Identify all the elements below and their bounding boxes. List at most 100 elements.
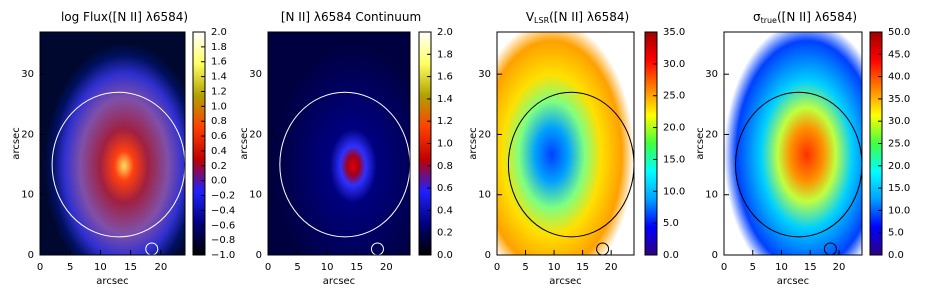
x-tick-label: 15 bbox=[124, 262, 137, 273]
colorbar-tick-label: 35.0 bbox=[663, 27, 685, 38]
colorbar-tick-label: 10.0 bbox=[663, 186, 685, 197]
y-tick-label: 30 bbox=[705, 69, 718, 80]
colorbar-tick-label: 15.0 bbox=[888, 183, 910, 194]
title-text: ([N II] λ6584) bbox=[549, 10, 629, 24]
colorbar-tick-label: 0.6 bbox=[211, 131, 227, 142]
colorbar-tick-label: 1.2 bbox=[437, 116, 453, 127]
x-tick-label: 5 bbox=[67, 262, 73, 273]
colorbar-tick-label: 25.0 bbox=[663, 91, 685, 102]
x-axis-label: arcsec bbox=[96, 276, 128, 287]
x-tick-label: 0 bbox=[494, 262, 500, 273]
x-tick-label: 15 bbox=[804, 262, 817, 273]
y-tick-label: 0 bbox=[256, 250, 262, 261]
colorbar-tick-label: 0.0 bbox=[663, 250, 679, 261]
x-axis-label: arcsec bbox=[323, 276, 355, 287]
colorbar bbox=[644, 31, 658, 256]
y-tick-label: 20 bbox=[478, 129, 491, 140]
colorbar-tick-label: 0.0 bbox=[211, 176, 227, 187]
colorbar-tick-label: 1.4 bbox=[437, 94, 453, 105]
y-axis-label: arcsec bbox=[468, 127, 479, 159]
y-tick-label: 20 bbox=[21, 129, 34, 140]
y-tick-label: 20 bbox=[249, 129, 262, 140]
colorbar-tick-label: 20.0 bbox=[663, 123, 685, 134]
colorbar-tick-label: 1.0 bbox=[437, 139, 453, 150]
colorbar-tick-label: 25.0 bbox=[888, 139, 910, 150]
x-tick-label: 10 bbox=[94, 262, 107, 273]
plot-frame bbox=[267, 31, 411, 256]
colorbar-tick-label: 40.0 bbox=[888, 72, 910, 83]
colorbar-tick-label: 0.2 bbox=[211, 161, 227, 172]
x-tick-label: 20 bbox=[380, 262, 393, 273]
x-tick-label: 0 bbox=[37, 262, 43, 273]
x-tick-label: 5 bbox=[750, 262, 756, 273]
colorbar-tick-label: 35.0 bbox=[888, 94, 910, 105]
y-tick-label: 20 bbox=[705, 129, 718, 140]
y-tick-label: 0 bbox=[712, 250, 718, 261]
colorbar-tick-label: 0.8 bbox=[211, 116, 227, 127]
colorbar-tick-label: 10.0 bbox=[888, 205, 910, 216]
y-tick-label: 0 bbox=[485, 250, 491, 261]
colorbar-tick-label: 1.0 bbox=[211, 101, 227, 112]
x-tick-label: 5 bbox=[522, 262, 528, 273]
y-axis-label: arcsec bbox=[695, 127, 706, 159]
y-tick-label: 30 bbox=[249, 69, 262, 80]
colorbar-tick-label: 30.0 bbox=[888, 116, 910, 127]
colorbar-tick-label: 1.4 bbox=[211, 72, 227, 83]
title-text: ([N II] λ6584) bbox=[777, 10, 857, 24]
map-image bbox=[268, 32, 410, 255]
title-subscript: true bbox=[761, 16, 777, 25]
colorbar-tick-label: 50.0 bbox=[888, 27, 910, 38]
colorbar-tick-label: 0.2 bbox=[437, 228, 453, 239]
y-tick-label: 10 bbox=[21, 190, 34, 201]
colorbar-tick-label: −1.0 bbox=[211, 250, 235, 261]
x-tick-label: 20 bbox=[833, 262, 846, 273]
colorbar-tick-label: 1.8 bbox=[211, 42, 227, 53]
plot-frame bbox=[723, 31, 863, 256]
x-tick-label: 5 bbox=[294, 262, 300, 273]
colorbar-tick-label: −0.4 bbox=[211, 205, 235, 216]
title-text: σ bbox=[753, 10, 761, 24]
map-image bbox=[40, 32, 185, 255]
y-tick-label: 10 bbox=[478, 190, 491, 201]
colorbar-tick-label: 2.0 bbox=[437, 27, 453, 38]
colorbar-tick-label: 0.0 bbox=[888, 250, 904, 261]
colorbar-tick-label: 20.0 bbox=[888, 161, 910, 172]
colorbar-tick-label: 0.0 bbox=[437, 250, 453, 261]
panel-title: σtrue([N II] λ6584) bbox=[753, 10, 857, 25]
colorbar-tick-label: 2.0 bbox=[211, 27, 227, 38]
x-tick-label: 15 bbox=[350, 262, 363, 273]
colorbar-tick-label: 0.4 bbox=[211, 146, 227, 157]
x-tick-label: 0 bbox=[265, 262, 271, 273]
colorbar-tick-label: 1.6 bbox=[211, 57, 227, 68]
y-tick-label: 0 bbox=[28, 250, 34, 261]
y-axis-label: arcsec bbox=[239, 127, 250, 159]
colorbar-tick-label: 5.0 bbox=[663, 218, 679, 229]
colorbar-tick-label: −0.6 bbox=[211, 220, 235, 231]
x-axis-label: arcsec bbox=[549, 276, 581, 287]
colorbar-tick-label: 15.0 bbox=[663, 154, 685, 165]
colorbar-tick-label: 0.8 bbox=[437, 161, 453, 172]
x-tick-label: 20 bbox=[154, 262, 167, 273]
x-tick-label: 10 bbox=[321, 262, 334, 273]
colorbar-tick-label: 1.6 bbox=[437, 72, 453, 83]
x-tick-label: 10 bbox=[548, 262, 561, 273]
plot-frame bbox=[39, 31, 186, 256]
colorbar-tick-label: 1.8 bbox=[437, 49, 453, 60]
panel-title: log Flux([N II] λ6584) bbox=[61, 10, 188, 24]
y-tick-label: 30 bbox=[478, 69, 491, 80]
colorbar-tick-label: −0.2 bbox=[211, 191, 235, 202]
title-text: log Flux([N II] λ6584) bbox=[61, 10, 188, 24]
map-image bbox=[724, 32, 862, 255]
panel-title: VLSR([N II] λ6584) bbox=[526, 10, 629, 25]
colorbar-tick-label: 0.6 bbox=[437, 183, 453, 194]
colorbar-tick-label: 0.4 bbox=[437, 205, 453, 216]
map-image bbox=[497, 32, 634, 255]
x-tick-label: 15 bbox=[576, 262, 589, 273]
colorbar-tick-label: 1.2 bbox=[211, 86, 227, 97]
y-tick-label: 30 bbox=[21, 69, 34, 80]
panel-title: [N II] λ6584 Continuum bbox=[281, 10, 421, 24]
title-subscript: LSR bbox=[534, 16, 550, 25]
y-tick-label: 10 bbox=[705, 190, 718, 201]
colorbar-tick-label: 5.0 bbox=[888, 228, 904, 239]
